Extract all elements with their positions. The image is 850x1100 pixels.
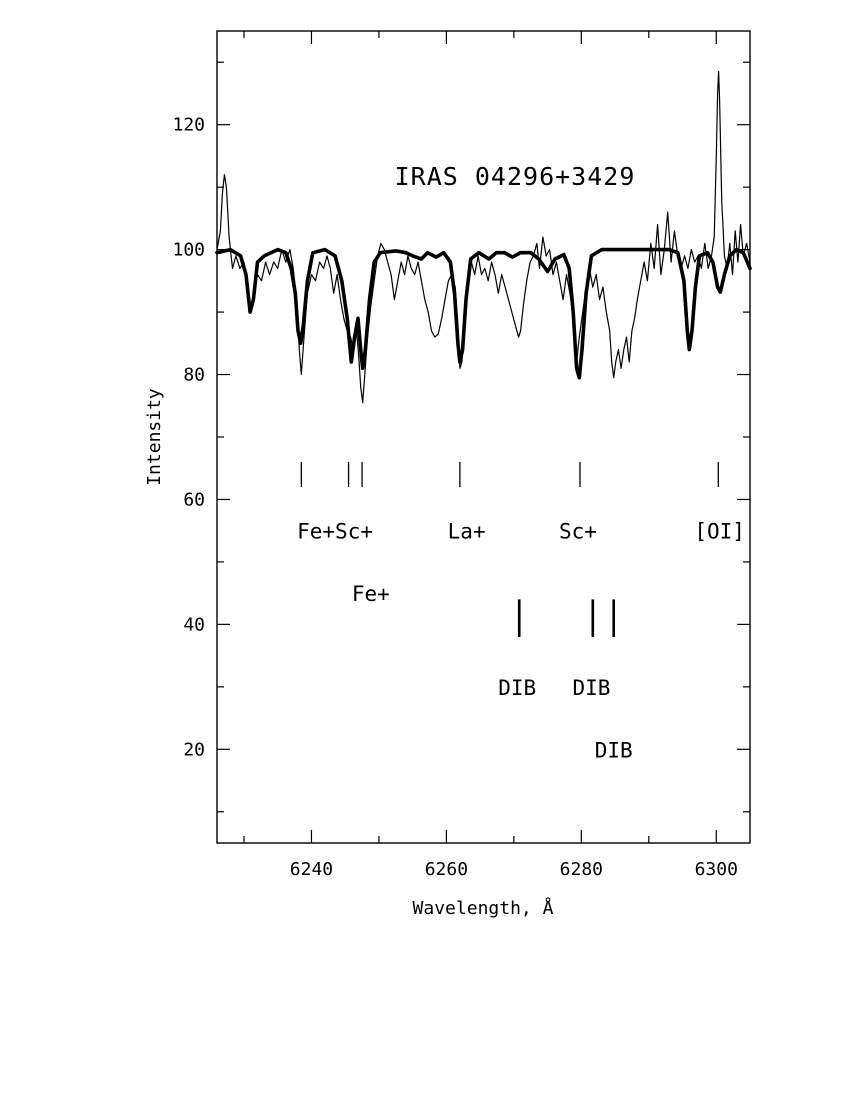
annotation-label: [OI] <box>694 520 745 544</box>
axes: 6240 6260 6280 6300 20 40 60 80 100 120 <box>172 30 751 880</box>
x-tick-label: 6260 <box>425 859 468 880</box>
series-layer <box>215 71 752 404</box>
annotation-label: Fe+Sc+ <box>297 520 373 544</box>
annotation-label: La+ <box>448 520 486 544</box>
y-tick-label: 20 <box>183 739 205 760</box>
y-tick-label: 120 <box>172 115 205 136</box>
y-tick-label: 60 <box>183 489 205 510</box>
observed-spectrum-line <box>216 71 751 404</box>
chart-title: IRAS 04296+3429 <box>395 162 636 191</box>
x-tick-label: 6280 <box>560 859 603 880</box>
line-identifications <box>300 461 719 637</box>
y-tick-label: 100 <box>172 240 205 261</box>
annotation-label: DIB <box>572 676 610 700</box>
annotation-label: Sc+ <box>559 520 597 544</box>
annotation-label: DIB <box>595 738 633 762</box>
annotation-label: Fe+ <box>352 582 390 606</box>
model-spectrum-line <box>215 247 752 380</box>
y-tick-label: 80 <box>183 365 205 386</box>
annotations: Fe+Sc+ Fe+ La+ Sc+ [OI] DIB DIB DIB <box>297 520 745 763</box>
y-axis-label: Intensity <box>144 388 165 486</box>
y-tick-label: 40 <box>183 614 205 635</box>
x-tick-label: 6240 <box>290 859 333 880</box>
x-tick-label: 6300 <box>695 859 738 880</box>
x-axis-label: Wavelength, Å <box>413 897 554 919</box>
annotation-label: DIB <box>498 676 536 700</box>
